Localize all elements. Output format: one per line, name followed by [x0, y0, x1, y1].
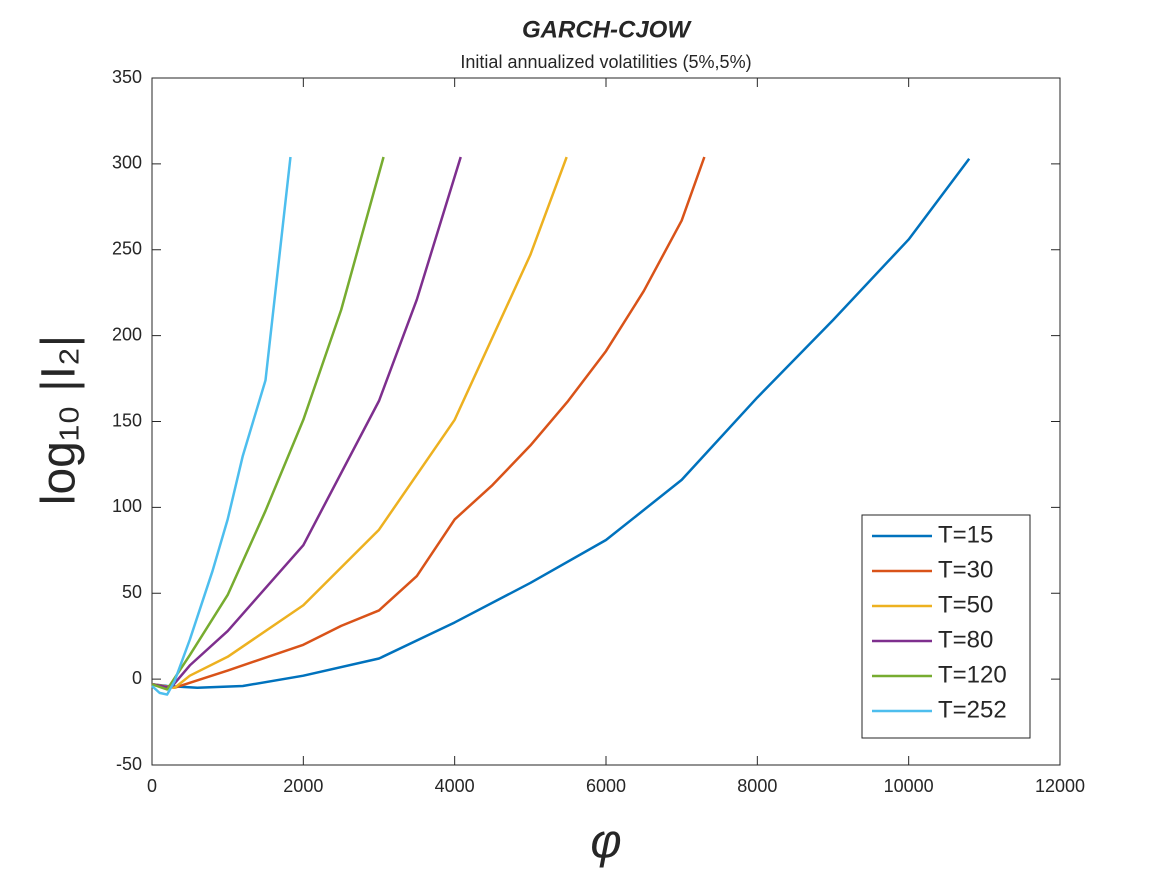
chart-title: GARCH-CJOW [522, 16, 692, 43]
y-tick-label: 0 [132, 668, 142, 688]
series-line [151, 156, 385, 691]
legend-label: T=15 [938, 521, 993, 548]
y-tick-label: 200 [112, 324, 142, 344]
y-tick-label: 100 [112, 496, 142, 516]
x-tick-label: 0 [147, 776, 157, 796]
series-line [151, 157, 971, 689]
x-tick-label: 12000 [1035, 776, 1085, 796]
x-tick-label: 10000 [884, 776, 934, 796]
x-tick-label: 6000 [586, 776, 626, 796]
legend-label: T=120 [938, 661, 1007, 688]
y-tick-label: 350 [112, 67, 142, 87]
y-tick-label: -50 [116, 754, 142, 774]
legend-label: T=50 [938, 591, 993, 618]
x-tick-label: 8000 [737, 776, 777, 796]
x-axis-label: φ [590, 816, 621, 869]
chart-subtitle: Initial annualized volatilities (5%,5%) [460, 52, 751, 72]
series-line [151, 156, 292, 696]
x-tick-label: 4000 [435, 776, 475, 796]
legend-label: T=252 [938, 696, 1007, 723]
legend-label: T=30 [938, 556, 993, 583]
y-axis-label: log₁₀ |I₂| [33, 335, 86, 505]
series-line [151, 156, 706, 689]
y-tick-label: 150 [112, 410, 142, 430]
x-tick-label: 2000 [283, 776, 323, 796]
legend-label: T=80 [938, 626, 993, 653]
legend-box [861, 514, 1031, 739]
series-line [151, 156, 568, 689]
y-tick-label: 300 [112, 153, 142, 173]
y-tick-label: 250 [112, 239, 142, 259]
y-tick-label: 50 [122, 582, 142, 602]
